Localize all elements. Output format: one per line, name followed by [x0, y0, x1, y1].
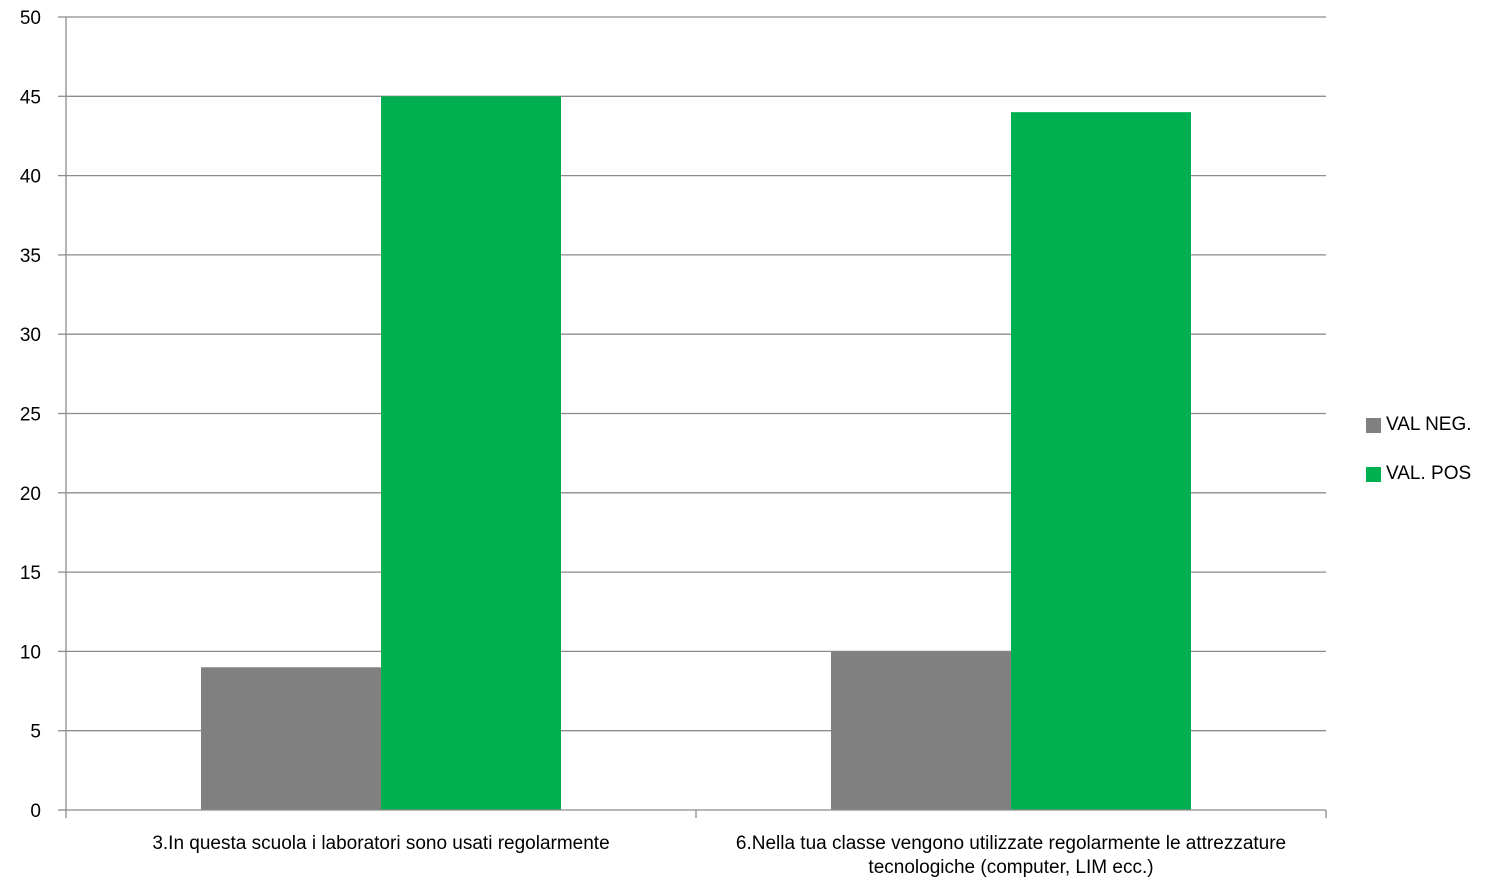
legend-label: VAL. POS	[1386, 463, 1472, 484]
y-tick-label: 50	[20, 8, 41, 29]
legend-swatch	[1366, 417, 1381, 433]
y-tick-label: 10	[20, 642, 41, 663]
bar	[1011, 112, 1191, 810]
x-category-label: 3.In questa scuola i laboratori sono usa…	[152, 833, 610, 854]
y-tick-label: 20	[20, 484, 41, 505]
bars	[201, 96, 1191, 811]
legend-label: VAL NEG.	[1386, 414, 1472, 435]
legend: VAL NEG. VAL. POS	[1366, 411, 1472, 509]
y-tick-label: 15	[20, 563, 41, 584]
bar	[201, 667, 381, 810]
y-tick-label: 0	[30, 801, 41, 822]
legend-item-val-pos: VAL. POS	[1366, 460, 1472, 488]
y-tick-label: 5	[30, 722, 41, 743]
y-tick-label: 40	[20, 167, 41, 188]
y-tick-label: 25	[20, 405, 41, 426]
legend-item-val-neg: VAL NEG.	[1366, 411, 1472, 439]
legend-swatch	[1366, 466, 1381, 482]
gridlines	[66, 16, 1326, 732]
y-tick-label: 45	[20, 87, 41, 108]
y-tick-label: 30	[20, 325, 41, 346]
x-category-label: 6.Nella tua classe vengono utilizzate re…	[735, 833, 1287, 878]
y-tick-label: 35	[20, 246, 41, 267]
bar	[831, 651, 1011, 810]
y-tick-labels: 0 5 10 15 20 25 30 35 40 45 50	[20, 8, 66, 822]
bar	[381, 96, 561, 811]
